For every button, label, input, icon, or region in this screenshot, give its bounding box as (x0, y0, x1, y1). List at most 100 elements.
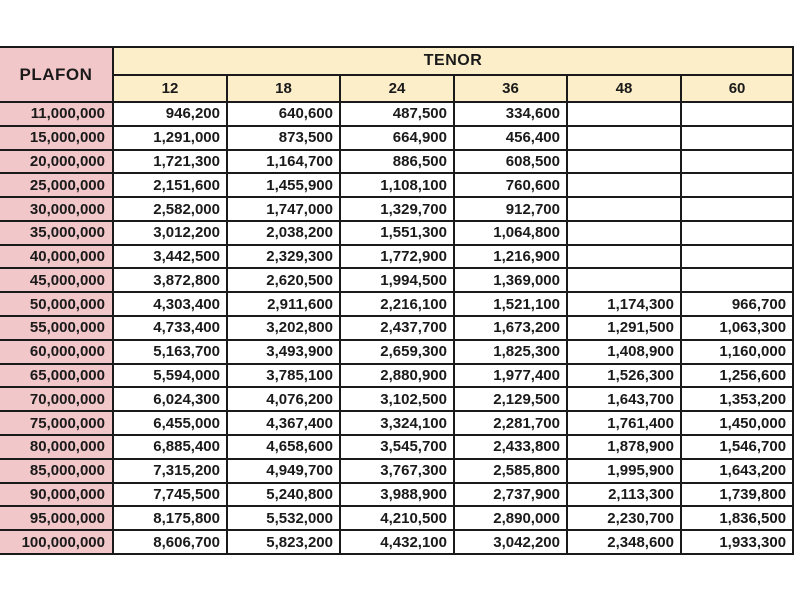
installment-value: 6,024,300 (112, 386, 228, 413)
installment-value: 1,291,000 (112, 124, 228, 151)
plafon-value: 85,000,000 (0, 457, 114, 484)
plafon-value: 25,000,000 (0, 172, 114, 199)
installment-value: 1,761,400 (566, 410, 682, 436)
tenor-column-60: 60 (679, 74, 795, 103)
installment-value: 6,885,400 (112, 433, 228, 460)
table-row: 55,000,000 4,733,400 3,202,800 2,437,700 1,6… (0, 315, 795, 341)
table-row: 40,000,000 3,442,500 2,329,300 1,772,900 1,2… (0, 243, 795, 270)
table-row: 45,000,000 3,872,800 2,620,500 1,994,500 1,3… (0, 267, 795, 294)
installment-table: PLAFON TENOR 12 18 24 36 48 60 11,000,00… (0, 46, 795, 555)
tenor-column-24: 24 (339, 74, 455, 103)
table-row: 80,000,000 6,885,400 4,658,600 3,545,700 2,4… (0, 433, 795, 460)
installment-value: 2,129,500 (453, 386, 568, 413)
installment-value (566, 172, 682, 199)
installment-value: 2,585,800 (453, 457, 568, 484)
tenor-column-18: 18 (226, 74, 341, 103)
installment-value: 3,988,900 (339, 481, 455, 508)
installment-value: 4,303,400 (112, 291, 228, 318)
installment-value: 1,546,700 (679, 433, 795, 460)
plafon-value: 45,000,000 (0, 267, 114, 294)
installment-value: 2,880,900 (339, 362, 455, 389)
installment-value: 640,600 (226, 101, 341, 127)
installment-value (679, 124, 795, 151)
installment-value: 886,500 (339, 148, 455, 175)
table-row: 35,000,000 3,012,200 2,038,200 1,551,300 1,0… (0, 219, 795, 246)
table-row: 15,000,000 1,291,000 873,500 664,900 456,400 (0, 124, 795, 151)
installment-value: 2,620,500 (226, 267, 341, 294)
installment-value: 1,329,700 (339, 196, 455, 222)
installment-value: 2,437,700 (339, 315, 455, 341)
installment-value (679, 148, 795, 175)
installment-value: 2,911,600 (226, 291, 341, 318)
tenor-columns-row: 12 18 24 36 48 60 (0, 74, 795, 103)
plafon-header: PLAFON (0, 46, 114, 103)
installment-value: 1,551,300 (339, 219, 455, 246)
installment-value: 1,933,300 (679, 529, 795, 555)
table-row: 95,000,000 8,175,800 5,532,000 4,210,500 2,8… (0, 505, 795, 532)
plafon-value: 40,000,000 (0, 243, 114, 270)
installment-value: 4,210,500 (339, 505, 455, 532)
plafon-value: 11,000,000 (0, 101, 114, 127)
installment-value: 1,643,700 (566, 386, 682, 413)
installment-value: 1,521,100 (453, 291, 568, 318)
table-row: 75,000,000 6,455,000 4,367,400 3,324,100 2,2… (0, 410, 795, 436)
installment-value: 1,291,500 (566, 315, 682, 341)
installment-value: 8,175,800 (112, 505, 228, 532)
plafon-value: 100,000,000 (0, 529, 114, 555)
plafon-value: 80,000,000 (0, 433, 114, 460)
installment-value: 1,825,300 (453, 338, 568, 365)
plafon-value: 55,000,000 (0, 315, 114, 341)
installment-value: 5,532,000 (226, 505, 341, 532)
installment-value (679, 267, 795, 294)
installment-value: 5,163,700 (112, 338, 228, 365)
installment-value: 1,256,600 (679, 362, 795, 389)
installment-value: 966,700 (679, 291, 795, 318)
installment-value: 334,600 (453, 101, 568, 127)
installment-value: 664,900 (339, 124, 455, 151)
installment-value: 4,949,700 (226, 457, 341, 484)
installment-value: 2,216,100 (339, 291, 455, 318)
plafon-value: 60,000,000 (0, 338, 114, 365)
installment-value: 456,400 (453, 124, 568, 151)
tenor-header-row: PLAFON TENOR (0, 46, 795, 103)
installment-value: 3,102,500 (339, 386, 455, 413)
table-row: 70,000,000 6,024,300 4,076,200 3,102,500 2,1… (0, 386, 795, 413)
installment-value: 5,594,000 (112, 362, 228, 389)
installment-value: 1,408,900 (566, 338, 682, 365)
installment-value: 1,108,100 (339, 172, 455, 199)
installment-value (566, 243, 682, 270)
installment-value: 5,823,200 (226, 529, 341, 555)
installment-value: 8,606,700 (112, 529, 228, 555)
installment-value (679, 101, 795, 127)
installment-value: 1,369,000 (453, 267, 568, 294)
plafon-value: 20,000,000 (0, 148, 114, 175)
plafon-value: 50,000,000 (0, 291, 114, 318)
installment-value: 3,202,800 (226, 315, 341, 341)
installment-value (679, 172, 795, 199)
installment-value (566, 267, 682, 294)
installment-value: 1,353,200 (679, 386, 795, 413)
installment-value: 1,836,500 (679, 505, 795, 532)
installment-value: 3,042,200 (453, 529, 568, 555)
installment-value: 608,500 (453, 148, 568, 175)
table-body: 11,000,000 946,200 640,600 487,500 334,600 15… (0, 101, 795, 555)
installment-value: 2,329,300 (226, 243, 341, 270)
installment-value: 1,063,300 (679, 315, 795, 341)
installment-value: 873,500 (226, 124, 341, 151)
installment-value: 7,745,500 (112, 481, 228, 508)
plafon-value: 95,000,000 (0, 505, 114, 532)
installment-value: 2,281,700 (453, 410, 568, 436)
table-row: 50,000,000 4,303,400 2,911,600 2,216,100 1,5… (0, 291, 795, 318)
installment-value: 1,450,000 (679, 410, 795, 436)
installment-value: 1,164,700 (226, 148, 341, 175)
installment-value: 2,113,300 (566, 481, 682, 508)
installment-value: 1,174,300 (566, 291, 682, 318)
installment-value: 3,324,100 (339, 410, 455, 436)
installment-value: 1,995,900 (566, 457, 682, 484)
installment-value (566, 148, 682, 175)
plafon-value: 75,000,000 (0, 410, 114, 436)
installment-value: 1,878,900 (566, 433, 682, 460)
installment-value (679, 243, 795, 270)
table-row: 60,000,000 5,163,700 3,493,900 2,659,300 1,8… (0, 338, 795, 365)
installment-value: 2,230,700 (566, 505, 682, 532)
